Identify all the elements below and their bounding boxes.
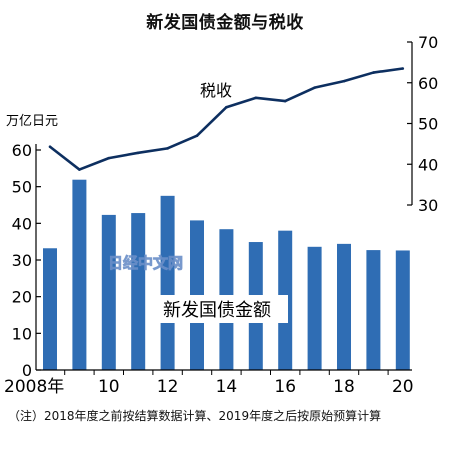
watermark: 日经中文网 [108,254,183,272]
tax-point-2011 [136,151,140,155]
tax-point-2013 [195,134,199,138]
right-tick-label: 50 [418,115,438,134]
x-tick-label: 20 [392,377,414,397]
line-series-label: 税收 [200,81,232,100]
x-tick-label: 14 [216,377,238,397]
bar-2010 [101,214,116,370]
bar-series [43,179,410,370]
bar-2009 [72,179,87,370]
bar-2018 [337,243,351,370]
bar-2012 [160,195,175,370]
left-tick-label: 60 [12,141,32,160]
tax-point-2014 [225,105,228,109]
bar-2019 [366,250,381,370]
x-tick-label: 16 [274,377,296,397]
tax-point-2012 [166,147,169,150]
right-tick-label: 40 [418,155,438,174]
tax-point-2020 [401,67,405,70]
tax-point-2015 [254,96,258,100]
left-tick-label: 20 [12,288,32,307]
left-tick-label: 0 [22,361,32,380]
chart-title: 新发国债金额与税收 [146,13,304,33]
left-axis-unit: 万亿日元 [6,114,58,129]
tax-point-2018 [342,79,346,83]
bar-2017 [307,246,322,370]
tax-point-2017 [313,86,316,89]
axes: 0 10 20 30 40 50 60 万亿日元 2008年 10 12 14 16 18 20 30 40 50… [4,33,438,397]
left-tick-label: 10 [12,324,32,343]
line-series [48,67,405,171]
tax-point-2009 [78,168,81,171]
x-tick-label: 2008年 [4,377,64,397]
tax-point-2010 [107,156,111,160]
bar-2020 [395,250,410,370]
bar-label-backdrop [160,295,288,323]
bar-series-label: 新发国债金额 [163,300,271,321]
right-tick-label: 30 [418,196,438,215]
left-tick-label: 30 [12,251,32,270]
bar-2008 [43,248,57,370]
left-tick-label: 40 [12,214,32,233]
tax-point-2016 [283,99,287,103]
footnote: （注）2018年度之前按结算数据计算、2019年度之后按原始预算计算 [8,409,382,423]
tax-point-2019 [372,71,375,74]
bar-2011 [131,213,146,370]
left-tick-label: 50 [12,178,32,197]
x-tick-label: 10 [98,377,120,397]
right-tick-label: 60 [418,74,438,93]
tax-point-2008 [48,145,52,149]
x-tick-label: 12 [157,377,179,397]
x-tick-label: 18 [333,377,355,397]
right-tick-label: 70 [418,33,438,52]
